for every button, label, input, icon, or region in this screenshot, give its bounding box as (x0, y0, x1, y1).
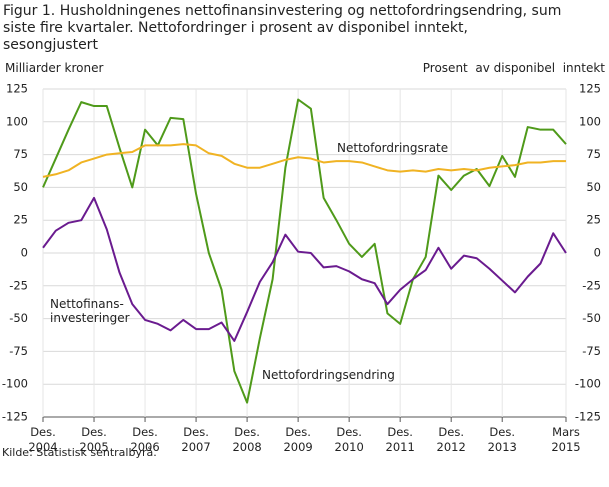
x-tick-label: Des. 2008 (232, 425, 262, 454)
y-tick-label: 50 (13, 180, 28, 194)
chart-title: Figur 1. Husholdningenes nettofinansinve… (3, 3, 562, 53)
y-tick-label: 125 (6, 82, 28, 96)
x-tick-label: Des. 2012 (436, 425, 466, 454)
series-line (42, 196, 567, 342)
y-axis-label: Milliarder kroner (5, 61, 104, 75)
series-line (42, 98, 567, 404)
y2-tick-label: -100 (575, 377, 601, 391)
y-tick-label: -75 (9, 344, 28, 358)
x-tick-label: Des. 2006 (130, 425, 160, 454)
x-tick-label: Des. 2004 (28, 425, 58, 454)
series-label: Nettofordringsrate (337, 141, 449, 155)
y2-tick-label: -25 (582, 278, 601, 292)
series-label: Nettofinans-investeringer (50, 297, 130, 325)
y-tick-label: -25 (9, 278, 28, 292)
x-tick-label: Des. 2005 (79, 425, 109, 454)
series-label: Nettofordringsendring (262, 368, 395, 382)
y-tick-label: -125 (2, 410, 28, 424)
y-tick-label: 75 (13, 147, 28, 161)
y2-tick-label: -50 (582, 311, 601, 325)
x-tick-label: Des. 2009 (283, 425, 313, 454)
y-tick-label: 0 (21, 246, 28, 260)
y-tick-label: 100 (6, 114, 28, 128)
y-tick-label: -100 (2, 377, 28, 391)
y2-tick-label: 75 (586, 147, 601, 161)
y-tick-label: 25 (13, 213, 28, 227)
y2-tick-label: -125 (575, 410, 601, 424)
x-tick-label: Des. 2013 (487, 425, 517, 454)
x-tick-label: Mars 2015 (551, 425, 581, 454)
series-line (42, 143, 566, 178)
x-tick-label: Des. 2011 (385, 425, 415, 454)
x-tick-label: Des. 2007 (181, 425, 211, 454)
x-tick-label: Des. 2010 (334, 425, 364, 454)
y2-axis-label: Prosent av disponibel inntekt (422, 61, 605, 75)
y2-tick-label: 125 (579, 82, 601, 96)
y2-tick-label: 25 (586, 213, 601, 227)
source: Kilde: Statistisk sentralbyrå. (2, 446, 157, 459)
y2-tick-label: 100 (579, 114, 601, 128)
y2-tick-label: 50 (586, 180, 601, 194)
y2-tick-label: -75 (582, 344, 601, 358)
y2-tick-label: 0 (594, 246, 601, 260)
y-tick-label: -50 (9, 311, 28, 325)
